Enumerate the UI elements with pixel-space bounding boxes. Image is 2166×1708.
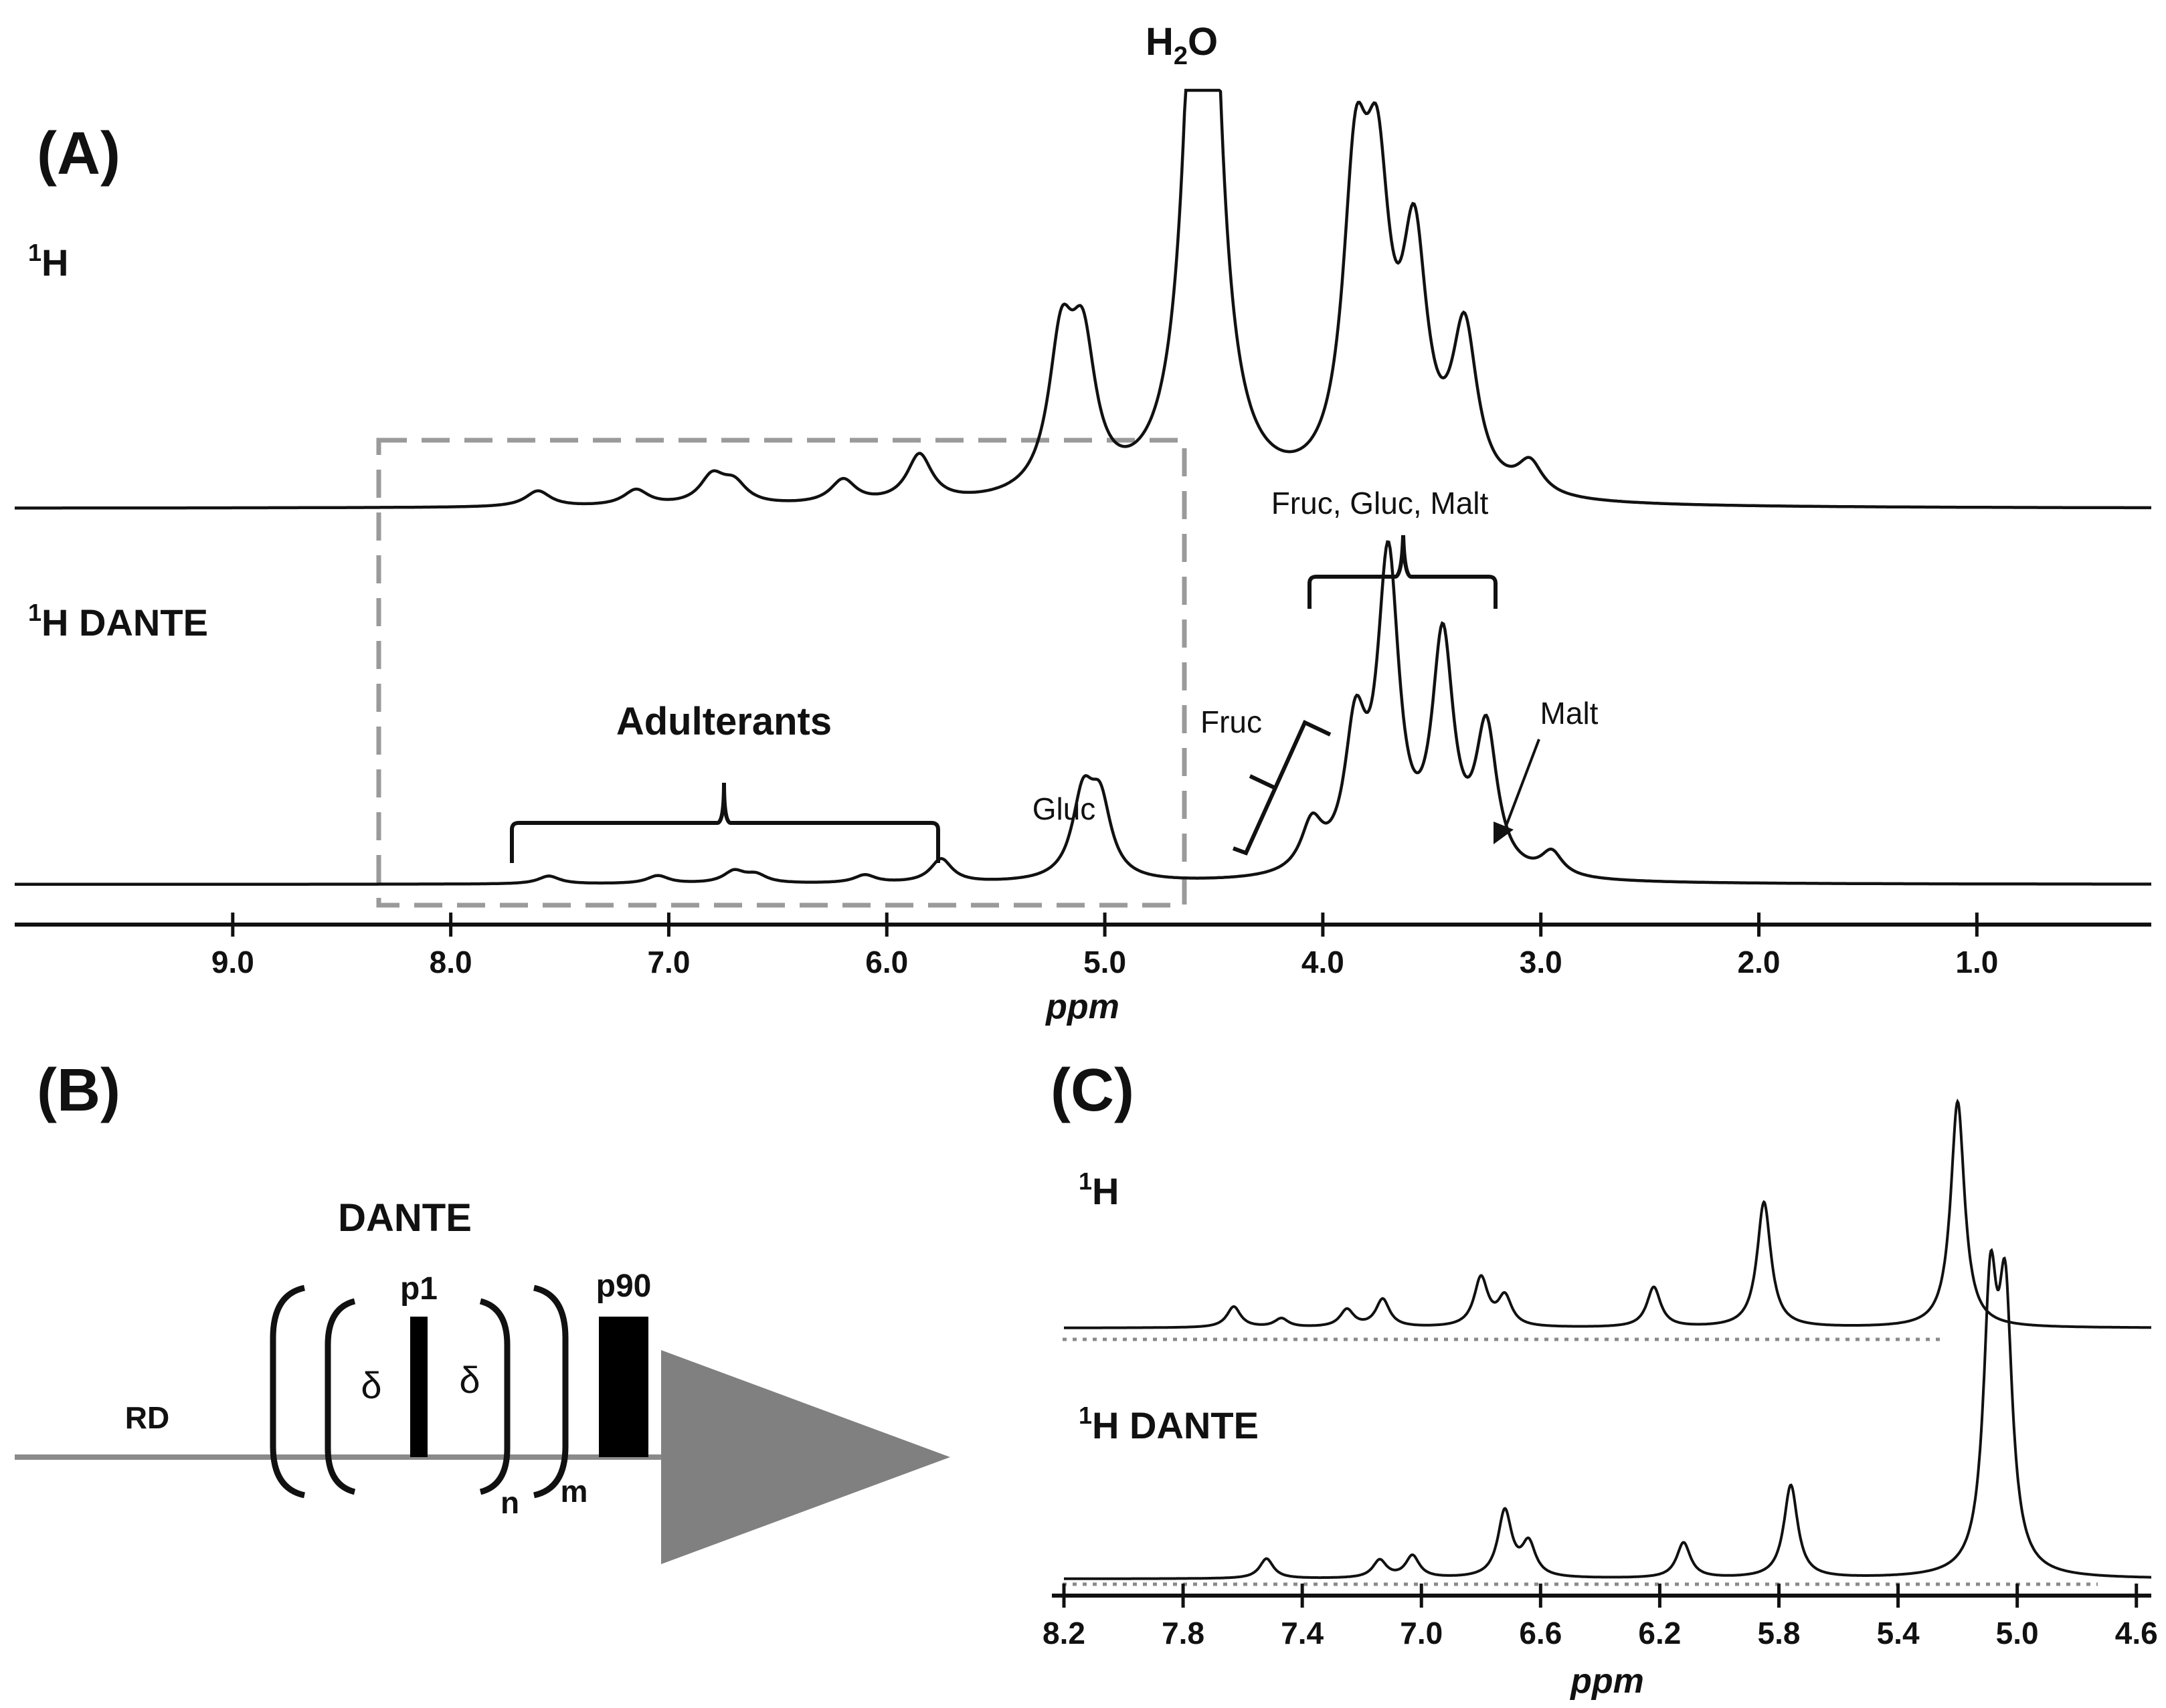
- acquisition-fid-ramp: [661, 1350, 950, 1564]
- axis-c-title: ppm: [1569, 1662, 1644, 1701]
- water-label: H2O: [1146, 20, 1218, 70]
- malt-label: Malt: [1540, 696, 1599, 731]
- adulterants-bracket: [510, 782, 940, 863]
- p90-pulse: [599, 1317, 648, 1457]
- axis-a-ticks: [231, 913, 1979, 937]
- axis-tick-label: 6.2: [1638, 1616, 1681, 1650]
- outer-bracket-right: [533, 1285, 569, 1499]
- p1-label: p1: [400, 1271, 438, 1307]
- axis-tick-label: 1.0: [1955, 945, 1998, 979]
- axis-tick-label: 7.0: [647, 945, 690, 979]
- trace-1h-label: 1H: [28, 239, 68, 284]
- axis-c-tick-labels: 8.2 7.8 7.4 7.0 6.6 6.2 5.8 5.4 5.0 4.6: [1043, 1616, 2158, 1650]
- axis-tick-label: 4.6: [2115, 1616, 2158, 1650]
- axis-tick-label: 6.6: [1519, 1616, 1562, 1650]
- inner-bracket-left: [325, 1298, 356, 1495]
- spectrum-dante-trace: [15, 540, 2151, 886]
- c-spectrum-1h-trace: [1064, 1099, 2151, 1329]
- axis-tick-label: 5.0: [1996, 1616, 2039, 1650]
- malt-arrow: [1503, 739, 1540, 832]
- fruc-label: Fruc: [1200, 704, 1262, 739]
- axis-tick-label: 2.0: [1738, 945, 1781, 979]
- axis-tick-label: 7.8: [1162, 1616, 1204, 1650]
- axis-tick-label: 6.0: [865, 945, 908, 979]
- axis-tick-label: 8.2: [1043, 1616, 1085, 1650]
- adulterants-label: Adulterants: [616, 700, 832, 743]
- axis-a-tick-labels: 9.0 8.0 7.0 6.0 5.0 4.0 3.0 2.0 1.0: [211, 945, 1998, 979]
- panel-a-label: (A): [37, 120, 120, 187]
- highlight-box: [376, 438, 1187, 908]
- inner-bracket-right: [479, 1298, 511, 1495]
- malt-arrowhead: [1494, 822, 1514, 844]
- axis-tick-label: 7.4: [1281, 1616, 1324, 1650]
- gluc-label: Gluc: [1032, 791, 1096, 826]
- axis-c-ticks: [1062, 1584, 2139, 1608]
- axis-tick-label: 9.0: [211, 945, 254, 979]
- axis-tick-label: 5.0: [1083, 945, 1126, 979]
- axis-tick-label: 4.0: [1301, 945, 1344, 979]
- trace-dante-label: 1H DANTE: [28, 599, 208, 644]
- spectrum-1h-trace: [15, 88, 2151, 510]
- fruc-gluc-malt-bracket: [1307, 535, 1498, 609]
- axis-a-title: ppm: [1045, 987, 1119, 1026]
- axis-tick-label: 7.0: [1400, 1616, 1443, 1650]
- panel-c-label: (C): [1051, 1057, 1134, 1124]
- c-trace-dante-label: 1H DANTE: [1079, 1402, 1259, 1446]
- fruc-gluc-malt-label: Fruc, Gluc, Malt: [1271, 486, 1489, 520]
- rd-label: RD: [125, 1400, 169, 1435]
- dante-title: DANTE: [338, 1196, 472, 1240]
- fruc-bracket: [1232, 719, 1332, 856]
- p1-pulse: [410, 1317, 428, 1457]
- c-spectrum-dante-trace: [1064, 1248, 2151, 1580]
- outer-bracket-left: [270, 1285, 306, 1499]
- panel-b-label: (B): [37, 1057, 120, 1124]
- axis-tick-label: 3.0: [1520, 945, 1562, 979]
- c-trace-1h-label: 1H: [1079, 1167, 1119, 1212]
- axis-tick-label: 8.0: [430, 945, 472, 979]
- axis-tick-label: 5.4: [1877, 1616, 1920, 1650]
- p90-label: p90: [596, 1268, 652, 1304]
- n-label: n: [501, 1485, 519, 1520]
- m-label: m: [561, 1474, 588, 1509]
- delta-right: δ: [459, 1359, 480, 1401]
- delta-left: δ: [361, 1364, 381, 1406]
- axis-tick-label: 5.8: [1758, 1616, 1801, 1650]
